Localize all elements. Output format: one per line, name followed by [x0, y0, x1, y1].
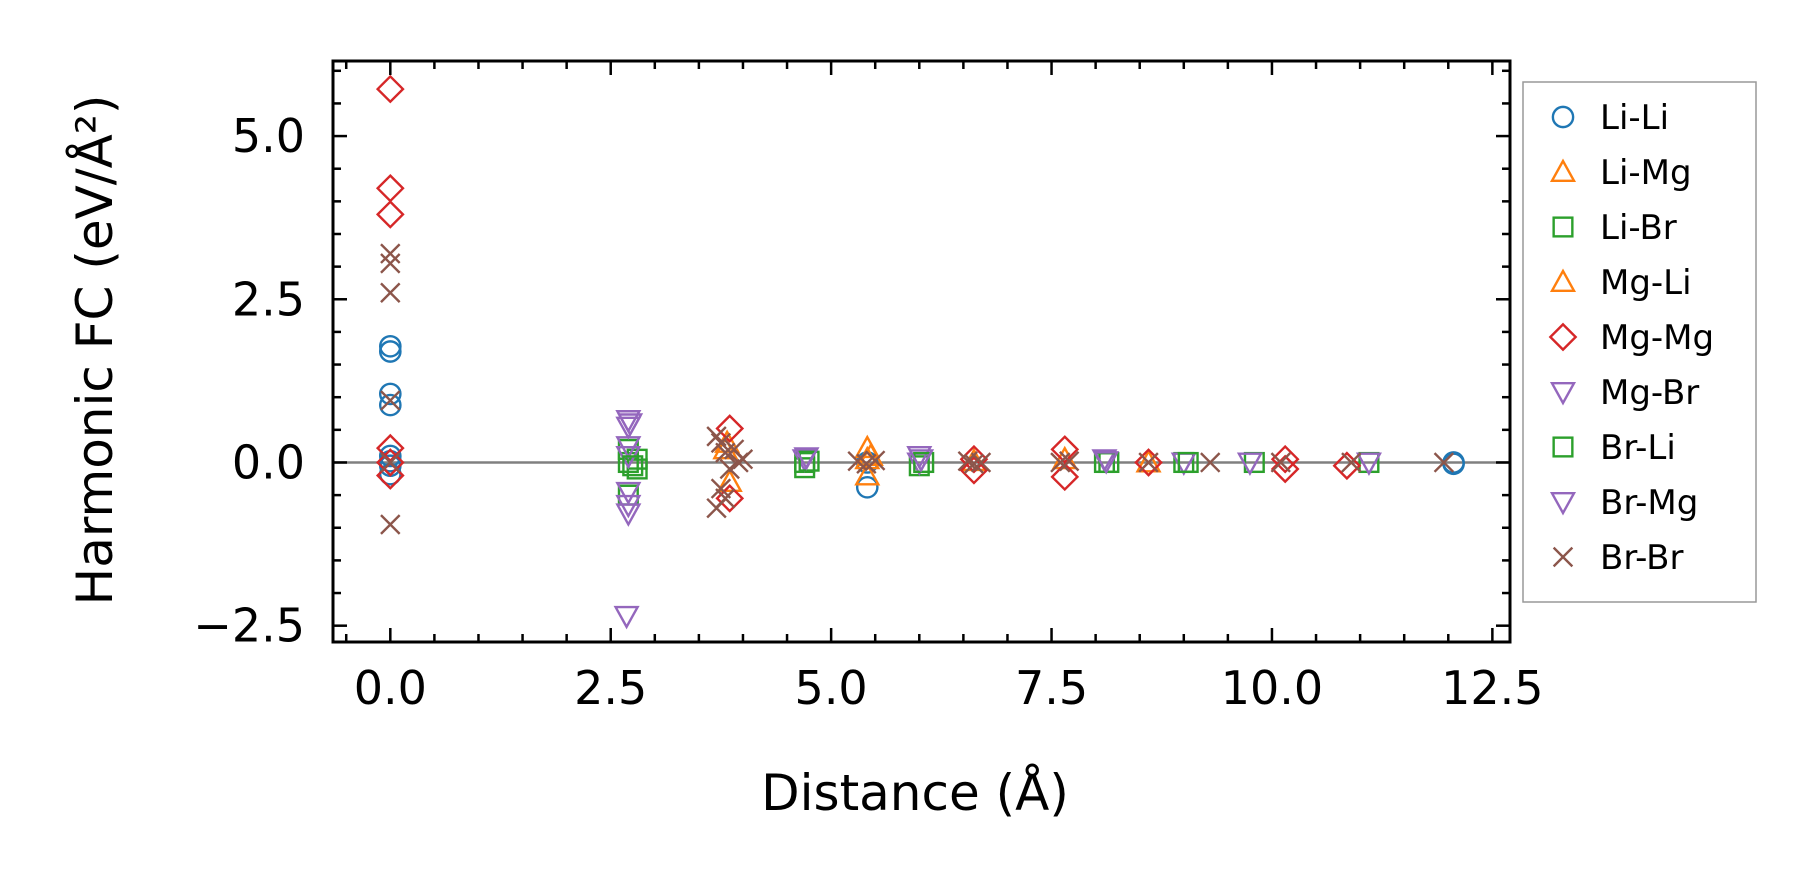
legend-marker — [1548, 322, 1578, 352]
data-point — [378, 382, 402, 406]
data-point — [375, 74, 405, 104]
data-point — [380, 452, 401, 473]
data-point — [715, 414, 745, 443]
data-point — [375, 200, 405, 229]
data-point — [378, 393, 402, 417]
data-point — [1050, 452, 1071, 473]
data-point — [1134, 448, 1163, 477]
legend-entry: Li-Li — [1600, 98, 1669, 138]
data-point — [615, 494, 642, 519]
legend-entry: Br-Li — [1600, 428, 1676, 468]
data-point — [1050, 435, 1080, 464]
data-point — [1355, 452, 1382, 476]
x-tick-label: 5.0 — [795, 661, 868, 715]
data-point — [626, 458, 648, 480]
data-point — [378, 340, 402, 363]
data-point — [378, 334, 402, 358]
y-tick-label: 5.0 — [232, 109, 305, 163]
legend-marker — [1552, 436, 1574, 458]
data-point — [793, 447, 820, 471]
data-point — [1341, 452, 1362, 473]
legend-entry: Mg-Mg — [1600, 318, 1714, 358]
series-Li-Li — [378, 334, 1465, 499]
y-tick-label: −2.5 — [193, 599, 305, 653]
data-point — [794, 457, 816, 479]
legend: Li-Li Li-Mg Li-Br Mg-Li Mg-Mg Mg-Br Br-Li Br-Mg… — [1522, 81, 1757, 603]
legend-entry: Li-Mg — [1600, 153, 1692, 193]
data-point — [375, 448, 405, 477]
x-tick-label: 0.0 — [354, 661, 427, 715]
y-tick-label: 2.5 — [232, 272, 305, 326]
legend-marker — [1549, 382, 1577, 406]
data-point — [1332, 451, 1362, 481]
data-point — [970, 452, 992, 473]
data-point — [719, 458, 740, 480]
data-point — [1135, 449, 1162, 473]
data-point — [706, 497, 727, 519]
data-point — [617, 413, 644, 437]
legend-entry: Mg-Li — [1600, 263, 1692, 303]
legend-marker — [1549, 268, 1577, 292]
data-point — [913, 451, 935, 474]
data-point — [1270, 454, 1300, 484]
legend-marker — [1552, 216, 1574, 238]
data-point — [865, 450, 886, 471]
data-point — [380, 243, 401, 264]
data-point — [1177, 451, 1199, 474]
data-point — [622, 455, 644, 477]
y-axis-label: Harmonic FC (eV/Å²) — [66, 95, 124, 606]
data-point — [1270, 452, 1291, 473]
data-point — [1270, 444, 1300, 474]
data-point — [378, 444, 402, 468]
data-point — [710, 432, 732, 454]
data-point — [380, 282, 401, 303]
data-point — [615, 416, 642, 441]
data-point — [380, 253, 401, 274]
series-Br-Mg — [613, 413, 1120, 630]
data-point — [1138, 452, 1159, 473]
data-point — [613, 605, 640, 630]
legend-entry: Br-Mg — [1600, 483, 1698, 523]
plot-frame — [331, 59, 1512, 644]
legend-marker — [1549, 158, 1577, 183]
data-point — [1236, 452, 1263, 476]
legend-entry: Li-Br — [1600, 208, 1677, 248]
x-tick-label: 12.5 — [1441, 661, 1543, 715]
x-axis-label: Distance (Å) — [761, 764, 1069, 822]
series-Br-Br — [380, 243, 1455, 535]
data-point — [798, 450, 820, 472]
legend-marker — [1549, 492, 1577, 516]
data-point — [855, 475, 879, 499]
series-Mg-Mg — [375, 74, 1362, 513]
legend-marker — [1551, 105, 1575, 129]
y-tick-label: 0.0 — [232, 435, 305, 489]
data-point — [1433, 452, 1455, 473]
data-point — [615, 481, 642, 506]
data-point — [854, 462, 881, 486]
data-point — [380, 514, 401, 535]
data-point — [615, 503, 642, 527]
x-tick-label: 7.5 — [1015, 661, 1088, 715]
data-point — [710, 478, 732, 499]
data-point — [959, 455, 989, 485]
legend-box — [1522, 81, 1757, 603]
legend-entry: Mg-Br — [1600, 373, 1699, 413]
legend-entry: Br-Br — [1600, 538, 1684, 578]
data-point — [1058, 450, 1080, 472]
data-point — [716, 468, 743, 493]
x-tick-label: 10.0 — [1221, 661, 1323, 715]
data-point — [908, 449, 935, 473]
data-point — [1200, 452, 1221, 473]
data-point — [380, 390, 401, 411]
series-Li-Mg — [712, 434, 1162, 493]
data-point — [963, 453, 985, 474]
legend-marker — [1552, 546, 1574, 568]
data-point — [375, 173, 405, 203]
data-point — [1093, 451, 1120, 475]
data-point — [1050, 462, 1080, 492]
data-point — [732, 449, 754, 470]
x-tick-label: 2.5 — [574, 661, 647, 715]
data-point — [375, 433, 405, 463]
